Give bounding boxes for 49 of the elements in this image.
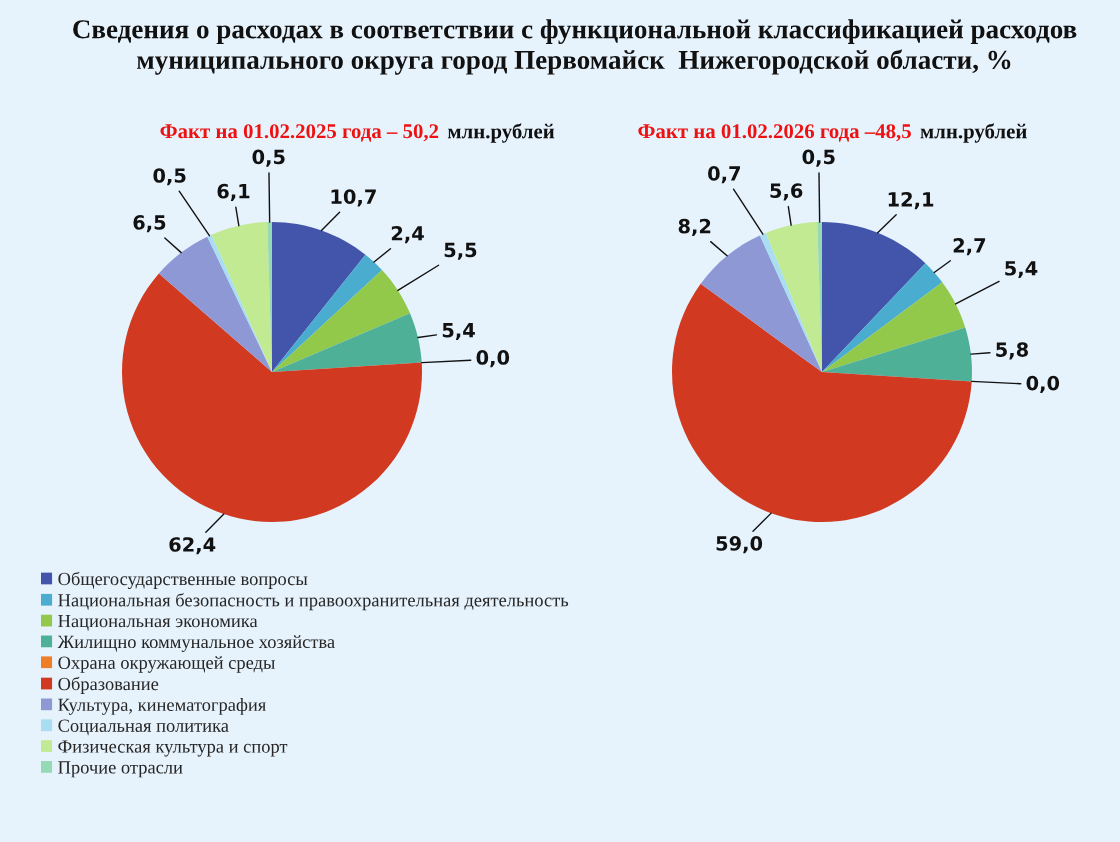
data-label: 10,7 xyxy=(331,189,376,207)
data-label: 62,4 xyxy=(169,537,216,555)
legend-label: Национальная экономика xyxy=(58,615,258,631)
data-label: 5,5 xyxy=(444,242,477,260)
pie-slice xyxy=(765,222,822,372)
pie-slice xyxy=(272,254,382,372)
pie-slice xyxy=(672,283,972,522)
data-label: 0,7 xyxy=(708,166,741,184)
data-label: 6,5 xyxy=(133,215,166,233)
pie-slice xyxy=(122,273,422,522)
data-label: 0,5 xyxy=(252,149,285,167)
pie-slice xyxy=(822,263,943,372)
chart-title: Сведения о расходах в соответствии с функциональной классификацией расходов муниципального округа город Первомайск Нижегородской области, % xyxy=(73,19,1077,75)
text: 0,0 xyxy=(1026,375,1060,393)
text: млн.рублей xyxy=(447,123,555,143)
legend-label: Образование xyxy=(58,676,159,694)
pie-slice xyxy=(822,327,972,382)
data-label: 6,1 xyxy=(217,183,250,202)
data-label: 5,4 xyxy=(1005,261,1038,279)
data-label: 2,7 xyxy=(953,238,986,256)
pie-slice xyxy=(822,222,926,372)
pie-slice xyxy=(759,232,822,372)
pie-slice xyxy=(822,282,966,372)
chart-subtitle: Факт на 01.02.2025 года – 50,2 xyxy=(160,124,439,142)
data-label: 5,8 xyxy=(996,342,1028,360)
legend-label: Национальная безопасность и правоохранительная деятельность xyxy=(58,593,569,611)
legend-label: Социальная политика xyxy=(58,719,229,736)
text: млн.рублей xyxy=(920,123,1027,143)
legend-label: Физическая культура и спорт xyxy=(58,740,288,757)
chart-subtitle: Факт на 01.02.2026 года –48,5 xyxy=(638,124,911,142)
data-label: 0,5 xyxy=(153,168,186,186)
legend-label: Общегосударственные вопросы xyxy=(58,571,308,589)
data-label: 8,2 xyxy=(678,218,711,236)
data-label: 59,0 xyxy=(716,536,763,554)
text: 0,0 xyxy=(476,350,510,368)
data-label: 5,6 xyxy=(770,183,803,201)
legend-label: Жилищно коммунальное хозяйства xyxy=(57,635,335,652)
pie-slice xyxy=(272,270,411,372)
pie-slice xyxy=(272,222,366,372)
data-label: 12,1 xyxy=(888,191,934,210)
legend-label: Культура, кинематография xyxy=(58,698,266,715)
pie-slice xyxy=(158,236,272,372)
data-label: 2,4 xyxy=(391,225,424,244)
legend-label: Прочие отрасли xyxy=(58,761,183,778)
data-label: 0,5 xyxy=(802,149,835,167)
pie-slice xyxy=(700,235,822,372)
data-label: 5,4 xyxy=(442,323,475,341)
pie-slice xyxy=(272,313,422,372)
legend-label: Охрана окружающей среды xyxy=(58,656,275,673)
